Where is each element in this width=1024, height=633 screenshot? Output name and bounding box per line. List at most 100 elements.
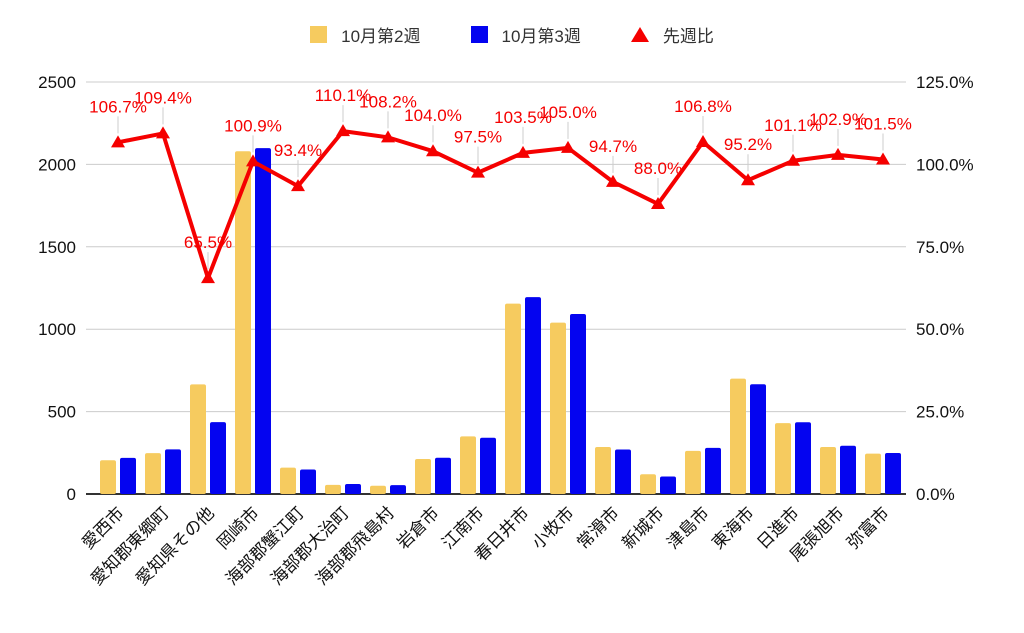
left-axis-tick: 2000	[38, 155, 76, 174]
ratio-annotation: 106.8%	[674, 97, 732, 116]
ratio-annotation: 95.2%	[724, 135, 772, 154]
ratio-marker-icon	[381, 130, 395, 143]
bar-week2	[280, 467, 296, 494]
x-axis-label: 常滑市	[573, 503, 622, 552]
week2-swatch-icon	[310, 26, 328, 43]
ratio-marker-icon	[561, 140, 575, 153]
ratio-annotation: 88.0%	[634, 159, 682, 178]
bar-week3	[570, 314, 586, 494]
bar-week3	[795, 422, 811, 494]
ratio-marker-icon	[471, 165, 485, 178]
bar-week2	[685, 450, 701, 494]
left-axis-tick: 2500	[38, 73, 76, 92]
bar-week2	[820, 447, 836, 494]
ratio-annotation: 110.1%	[315, 86, 371, 105]
bar-week3	[660, 476, 676, 494]
legend-item-week3: 10月第3週	[470, 22, 581, 47]
right-axis-tick: 75.0%	[916, 238, 964, 257]
ratio-annotation: 100.9%	[224, 116, 282, 135]
bar-week3	[480, 437, 496, 494]
ratio-marker-icon	[741, 173, 755, 186]
bar-week2	[145, 453, 161, 494]
right-axis-tick: 25.0%	[916, 403, 964, 422]
bar-week2	[595, 447, 611, 494]
week3-swatch-icon	[470, 26, 488, 43]
bar-week3	[345, 483, 361, 494]
legend-label-week3: 10月第3週	[501, 27, 581, 46]
bar-week2	[730, 378, 746, 494]
bar-week3	[705, 447, 721, 494]
bar-week2	[190, 384, 206, 494]
ratio-annotation: 102.9%	[809, 110, 867, 129]
x-axis-label: 小牧市	[528, 503, 577, 552]
bar-week3	[120, 457, 136, 494]
bar-week2	[325, 484, 341, 494]
x-axis-label: 東海市	[708, 503, 757, 552]
ratio-marker-icon	[291, 179, 305, 192]
bar-week3	[750, 384, 766, 494]
x-axis-label: 愛知郡東郷町	[87, 503, 173, 589]
ratio-line	[116, 129, 885, 281]
ratio-marker-icon	[516, 145, 530, 158]
left-axis-tick: 0	[67, 485, 76, 504]
right-axis-tick: 0.0%	[916, 485, 955, 504]
ratio-marker-icon	[336, 124, 350, 137]
legend-label-ratio: 先週比	[662, 27, 714, 46]
ratio-annotation: 103.5%	[494, 108, 552, 127]
x-axis-label: 津島市	[663, 503, 712, 552]
ratio-annotation: 108.2%	[359, 92, 417, 111]
ratio-annotation: 65.5%	[184, 233, 232, 252]
ratio-annotation: 109.4%	[134, 88, 192, 107]
ratio-annotation: 93.4%	[274, 141, 322, 160]
ratio-annotation: 97.5%	[454, 128, 502, 147]
left-axis-tick: 1000	[38, 320, 76, 339]
ratio-marker-icon	[696, 134, 710, 147]
bar-week2	[100, 460, 116, 494]
legend: 10月第2週 10月第3週 先週比	[0, 22, 1024, 47]
bar-week3	[165, 449, 181, 494]
left-axis-tick: 500	[48, 403, 76, 422]
bar-week2	[775, 423, 791, 494]
ratio-marker-icon	[831, 147, 845, 160]
x-axis-label: 愛知県その他	[132, 503, 218, 589]
ratio-annotation: 106.7%	[89, 97, 147, 116]
bar-week3	[615, 449, 631, 494]
ratio-marker-icon	[426, 144, 440, 157]
ratio-marker-icon	[786, 153, 800, 166]
bar-week2	[550, 322, 566, 494]
right-axis-tick: 50.0%	[916, 320, 964, 339]
ratio-marker-icon	[111, 135, 125, 148]
ratio-annotation: 105.0%	[539, 103, 597, 122]
ratio-marker-icon	[651, 196, 665, 209]
ratio-marker-icon	[876, 152, 890, 165]
ratio-marker-icon	[246, 154, 260, 167]
bar-week2	[640, 474, 656, 494]
legend-item-week2: 10月第2週	[310, 22, 421, 47]
bar-week3	[525, 297, 541, 494]
ratio-marker-icon	[201, 271, 215, 284]
right-axis-tick: 125.0%	[916, 73, 974, 92]
bar-week2	[865, 453, 881, 494]
bar-week2	[505, 303, 521, 494]
left-axis-tick: 1500	[38, 238, 76, 257]
bar-week2	[370, 485, 386, 494]
ratio-annotation: 104.0%	[404, 106, 462, 125]
bar-week3	[300, 469, 316, 494]
bar-week3	[255, 148, 271, 495]
bar-week2	[460, 436, 476, 494]
x-axis-label: 海部郡大治町	[267, 503, 353, 589]
ratio-triangle-icon	[630, 27, 649, 42]
bar-week3	[840, 445, 856, 494]
ratio-annotation: 101.1%	[764, 116, 822, 135]
ratio-marker-icon	[606, 174, 620, 187]
x-axis-label: 海部郡飛島村	[312, 503, 398, 589]
x-axis-label: 海部郡蟹江町	[222, 503, 308, 589]
right-axis-tick: 100.0%	[916, 155, 974, 174]
x-axis-label: 弥富市	[843, 503, 892, 552]
bar-week2	[415, 459, 431, 494]
ratio-marker-icon	[156, 126, 170, 139]
bar-week3	[885, 452, 901, 494]
bar-week2	[235, 151, 251, 494]
ratio-annotation: 94.7%	[589, 137, 637, 156]
